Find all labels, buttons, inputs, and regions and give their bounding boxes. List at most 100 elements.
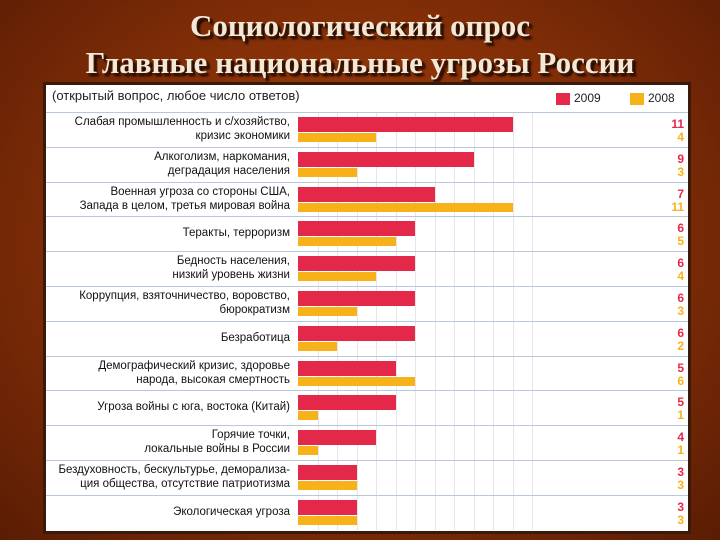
value-label-2009: 7 <box>677 186 684 201</box>
category-label-line: Бедность населения, <box>176 255 290 268</box>
legend-swatch-2009 <box>556 92 570 105</box>
category-label-line: народа, высокая смертность <box>136 373 290 386</box>
row-divider <box>46 425 688 427</box>
category-label: Бездуховность, бескультурье, деморализа-… <box>50 463 290 491</box>
row-divider <box>46 494 688 496</box>
bar-2008 <box>298 237 396 247</box>
value-label-2008: 11 <box>671 199 684 214</box>
category-label: Демографический кризис, здоровье народа, … <box>50 359 290 387</box>
bar-2008 <box>298 202 513 212</box>
category-label-line: Угроза войны с юга, востока (Китай) <box>97 401 290 414</box>
bar-2008 <box>298 446 318 456</box>
category-label-line: низкий уровень жизни <box>172 269 290 282</box>
category-label: Алкоголизм, наркомания, деградация населе… <box>50 150 290 178</box>
value-label-2008: 4 <box>677 130 684 144</box>
category-label-line: Запада в целом, третья мировая война <box>79 199 290 212</box>
category-label: Горячие точки, локальные войны в России <box>50 428 290 456</box>
legend-swatch-2008 <box>630 92 644 105</box>
chart-note: (открытый вопрос, любое число ответов) <box>52 88 300 103</box>
value-label-2009: 6 <box>677 291 684 305</box>
bar-2009 <box>298 360 396 376</box>
category-label: Теракты, терроризм <box>50 226 290 240</box>
category-label: Экологическая угроза <box>50 505 290 519</box>
row-divider <box>46 390 688 392</box>
value-label-2008: 4 <box>677 269 684 284</box>
row-divider <box>46 320 688 322</box>
value-label-2008: 5 <box>677 234 684 249</box>
value-label-2008: 3 <box>677 478 684 492</box>
bar-2009 <box>298 151 474 167</box>
category-label-line: ция общества, отсутствие патриотизма <box>80 478 290 490</box>
category-label-line: Теракты, терроризм <box>182 227 290 240</box>
category-label-line: Коррупция, взяточничество, воровство, <box>79 290 290 302</box>
value-label-2009: 5 <box>677 395 684 410</box>
bar-2009 <box>298 291 415 306</box>
category-label-line: Алкоголизм, наркомания, <box>154 150 290 163</box>
value-label-2009: 9 <box>677 151 684 166</box>
slide-title: Социологический опрос <box>189 8 531 43</box>
value-label-2009: 4 <box>677 430 684 445</box>
category-label: Безработица <box>50 331 290 345</box>
bar-2008 <box>298 133 376 142</box>
bar-2008 <box>298 515 357 525</box>
bar-2008 <box>298 307 357 316</box>
row-divider <box>46 251 688 253</box>
category-label: Коррупция, взяточничество, воровство, бюр… <box>50 289 290 317</box>
bar-2008 <box>298 376 415 386</box>
row-divider <box>46 181 688 183</box>
legend-2009: 2009 <box>556 91 601 105</box>
value-label-2008: 2 <box>677 338 684 353</box>
row-divider <box>46 460 688 461</box>
value-label-2009: 6 <box>677 221 684 236</box>
bar-2008 <box>298 411 318 421</box>
bar-2008 <box>298 481 357 490</box>
bar-2009 <box>298 117 513 132</box>
category-label-line: Демографический кризис, здоровье <box>98 359 290 372</box>
slide-subtitle: Главные национальные угрозы России <box>85 45 635 80</box>
value-label-2008: 6 <box>677 373 684 388</box>
bar-2009 <box>298 186 435 202</box>
value-label-2009: 3 <box>677 499 684 514</box>
category-label-line: Горячие точки, <box>211 429 290 442</box>
category-label-line: кризис экономики <box>195 130 290 142</box>
legend-label-2008: 2008 <box>648 91 675 105</box>
category-label-line: Безработица <box>220 331 290 344</box>
category-label-line: Военная угроза со стороны США, <box>110 185 290 198</box>
bar-2009 <box>298 325 415 341</box>
category-label-line: Бездуховность, бескультурье, деморализа- <box>58 464 290 476</box>
bar-2008 <box>298 167 357 177</box>
category-label: Слабая промышленность и с/хозяйство, криз… <box>50 115 290 143</box>
value-label-2008: 1 <box>677 443 684 458</box>
bar-2009 <box>298 221 415 237</box>
value-label-2008: 3 <box>677 512 684 527</box>
bar-2009 <box>298 430 376 446</box>
row-divider <box>46 355 688 357</box>
value-label-2008: 1 <box>677 408 684 423</box>
value-label-2009: 6 <box>677 325 684 340</box>
row-divider <box>46 146 688 148</box>
bar-2009 <box>298 395 396 411</box>
category-label: Бедность населения, низкий уровень жизни <box>50 254 290 282</box>
bar-2008 <box>298 341 337 351</box>
value-label-2009: 6 <box>677 256 684 271</box>
bar-2009 <box>298 499 357 515</box>
row-divider <box>46 286 688 287</box>
chart-panel: (открытый вопрос, любое число ответов) 2… <box>43 82 691 534</box>
legend-2008: 2008 <box>630 91 675 105</box>
category-label: Военная угроза со стороны США, Запада в ц… <box>50 185 290 213</box>
bar-2009 <box>298 256 415 272</box>
row-divider <box>46 112 688 113</box>
value-label-2008: 3 <box>677 164 684 179</box>
category-label-line: деградация населения <box>167 164 290 177</box>
bar-2008 <box>298 272 376 282</box>
category-label-line: локальные войны в России <box>144 443 290 456</box>
value-label-2009: 3 <box>677 465 684 479</box>
category-label-line: Слабая промышленность и с/хозяйство, <box>74 116 290 128</box>
category-label: Угроза войны с юга, востока (Китай) <box>50 400 290 414</box>
legend-label-2009: 2009 <box>574 91 601 105</box>
value-label-2009: 11 <box>671 117 684 131</box>
value-label-2009: 5 <box>677 360 684 375</box>
bar-2009 <box>298 465 357 480</box>
category-label-line: бюрократизм <box>219 304 290 316</box>
value-label-2008: 3 <box>677 304 684 318</box>
